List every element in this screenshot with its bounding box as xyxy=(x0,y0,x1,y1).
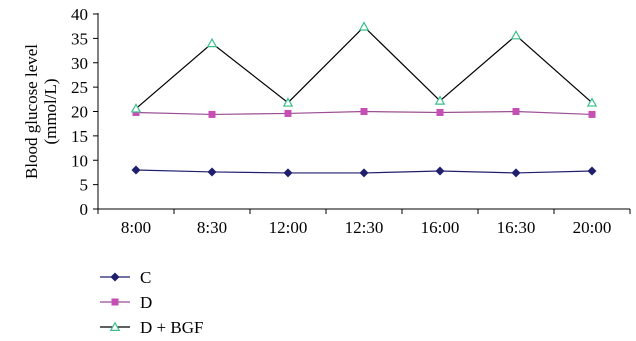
data-point xyxy=(510,30,522,40)
series-d xyxy=(132,108,596,118)
x-tick-label: 12:30 xyxy=(345,218,384,237)
x-tick-label: 8:30 xyxy=(197,218,227,237)
series-line xyxy=(135,25,593,110)
data-point xyxy=(358,21,370,31)
series-d-bgf xyxy=(130,21,598,113)
y-tick-label: 10 xyxy=(71,151,88,170)
y-axis-label: Blood glucose level (mmol/L) xyxy=(22,44,60,179)
x-tick-label: 16:00 xyxy=(421,218,460,237)
data-point xyxy=(284,109,292,117)
legend: CD D + BGF xyxy=(100,268,203,337)
legend-label: D + BGF xyxy=(140,318,203,337)
y-tick-label: 40 xyxy=(71,5,88,24)
x-tick-label: 8:00 xyxy=(121,218,151,237)
y-tick-label: 30 xyxy=(71,54,88,73)
data-point xyxy=(283,168,293,178)
y-tick-label: 25 xyxy=(71,78,88,97)
y-tick-label: 0 xyxy=(80,200,89,219)
data-point xyxy=(511,168,521,178)
x-tick-label: 16:30 xyxy=(497,218,536,237)
legend-label: C xyxy=(140,268,151,287)
y-axis-ticks: 0 5 10 15 20 25 30 35 40 xyxy=(71,5,98,219)
data-point xyxy=(131,165,141,175)
data-point xyxy=(208,110,216,118)
legend-label: D xyxy=(140,293,152,312)
y-axis-label-line-1: Blood glucose level xyxy=(22,44,41,179)
data-point xyxy=(512,108,520,115)
y-axis-label-line-2: (mmol/L) xyxy=(41,78,60,144)
data-point xyxy=(360,108,368,115)
data-point xyxy=(588,110,596,118)
legend-marker xyxy=(110,272,120,282)
series-group xyxy=(130,21,598,178)
x-tick-label: 20:00 xyxy=(573,218,612,237)
series-c xyxy=(131,165,597,178)
y-tick-label: 35 xyxy=(71,29,88,48)
legend-marker xyxy=(111,298,119,306)
x-axis-ticks: 8:00 8:30 12:00 12:30 16:00 16:30 20:00 xyxy=(97,209,631,237)
data-point xyxy=(359,168,369,178)
legend-item: C xyxy=(100,268,151,287)
y-tick-label: 15 xyxy=(71,127,88,146)
y-tick-label: 20 xyxy=(71,103,88,122)
data-point xyxy=(435,166,445,176)
y-tick-label: 5 xyxy=(80,176,89,195)
data-point xyxy=(206,37,218,48)
data-point xyxy=(587,166,597,176)
data-point xyxy=(282,97,294,107)
legend-item: D + BGF xyxy=(100,318,203,337)
x-tick-label: 12:00 xyxy=(269,218,308,237)
data-point xyxy=(130,103,142,113)
legend-marker xyxy=(109,321,121,331)
data-point xyxy=(434,95,446,105)
legend-item: D xyxy=(100,293,152,312)
data-point xyxy=(586,97,598,107)
data-point xyxy=(207,167,217,177)
data-point xyxy=(436,108,444,116)
